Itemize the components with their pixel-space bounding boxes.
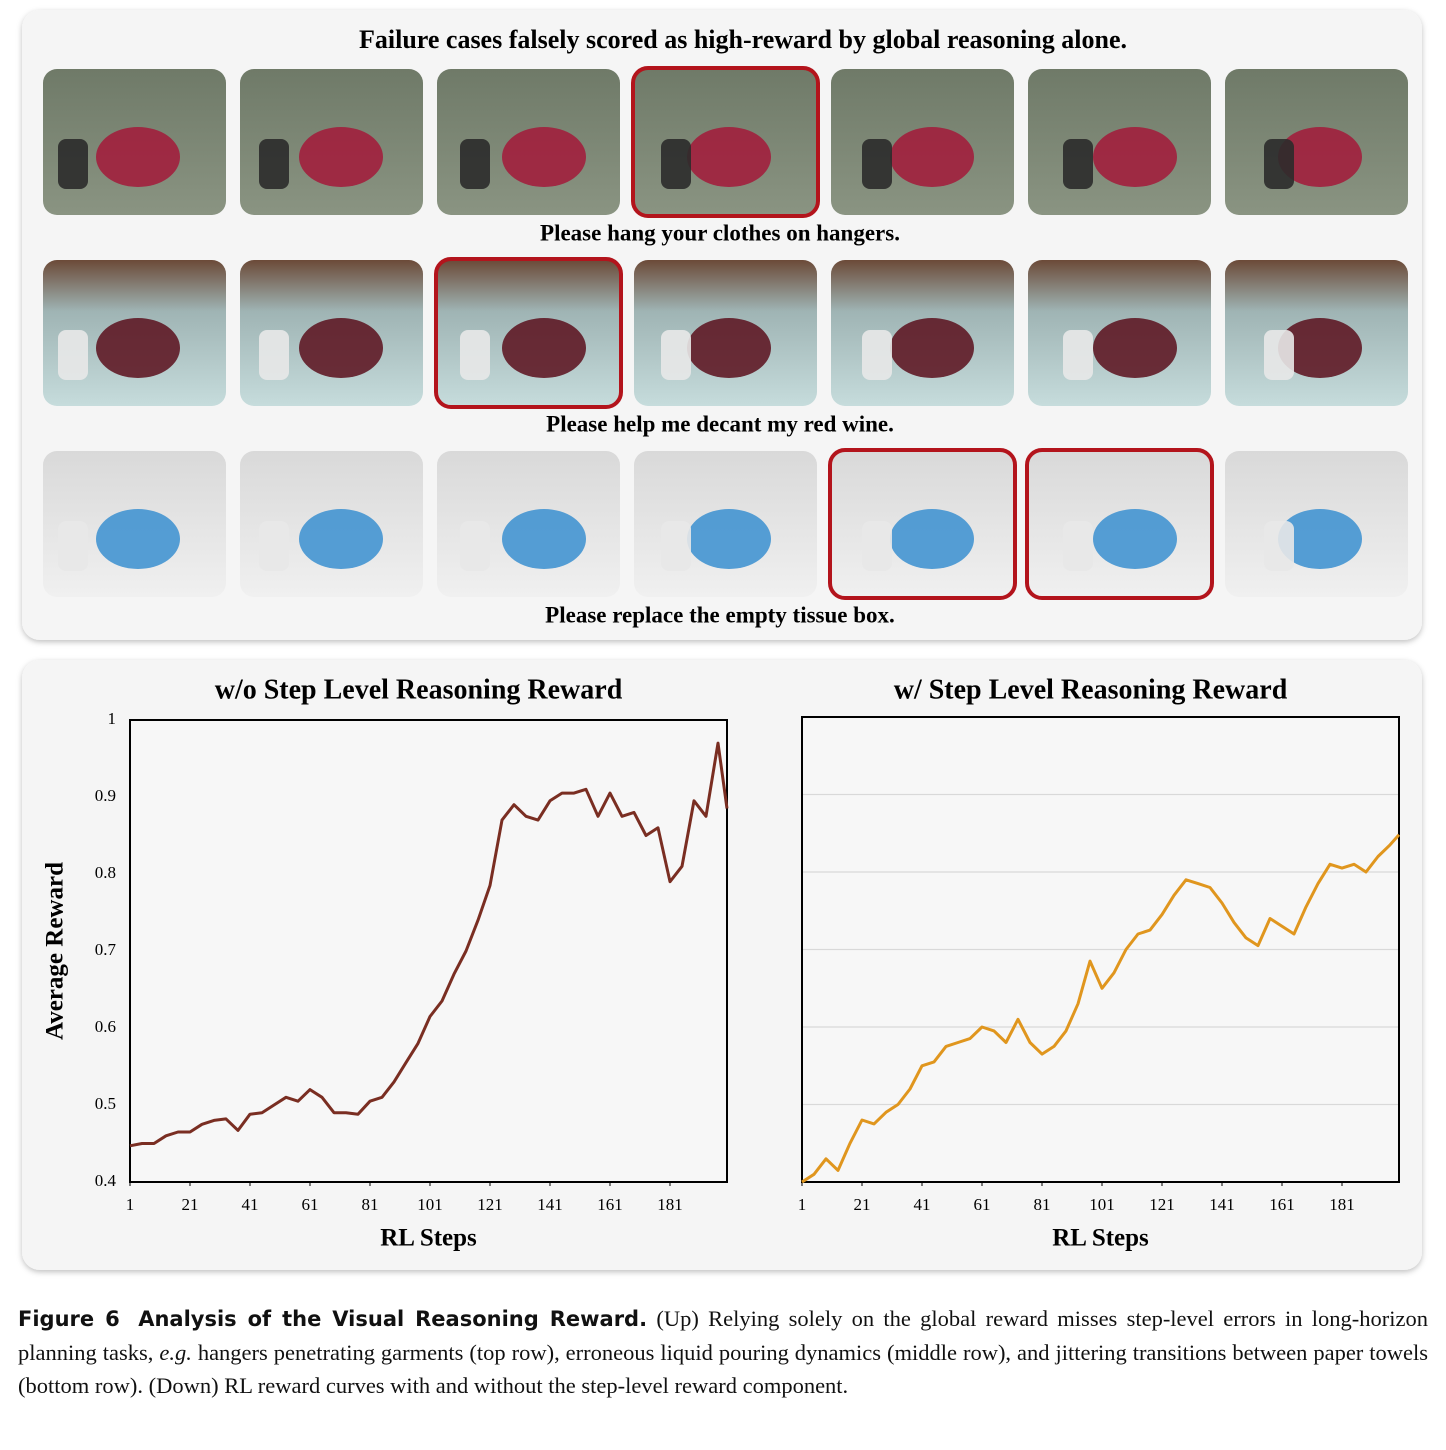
data-line bbox=[801, 833, 1401, 1184]
chart-title: w/o Step Level Reasoning Reward bbox=[215, 674, 623, 705]
frame-robot bbox=[460, 330, 490, 380]
x-tick-label: 121 bbox=[477, 1195, 503, 1214]
x-tick-label: 61 bbox=[302, 1195, 319, 1214]
frame-robot bbox=[58, 521, 88, 571]
caption-label: Figure 6 bbox=[18, 1307, 120, 1331]
y-tick-label: 0.6 bbox=[95, 1017, 116, 1036]
failure-highlight bbox=[828, 448, 1017, 600]
frame-robot bbox=[58, 330, 88, 380]
x-tick-label: 121 bbox=[1149, 1195, 1175, 1214]
x-tick-label: 141 bbox=[1209, 1195, 1235, 1214]
x-axis-title: RL Steps bbox=[380, 1225, 477, 1252]
chart-title: w/ Step Level Reasoning Reward bbox=[894, 674, 1288, 705]
y-tick-label: 0.4 bbox=[95, 1171, 117, 1190]
x-tick-label: 181 bbox=[657, 1195, 683, 1214]
x-tick-label: 141 bbox=[537, 1195, 563, 1214]
figure-caption: Figure 6 Analysis of the Visual Reasonin… bbox=[18, 1302, 1428, 1402]
x-tick-label: 41 bbox=[914, 1195, 931, 1214]
panel-title: Failure cases falsely scored as high-rew… bbox=[359, 25, 1127, 54]
frame-robot bbox=[1264, 521, 1294, 571]
y-axis-title: Average Reward bbox=[42, 862, 69, 1040]
x-tick-label: 81 bbox=[1034, 1195, 1051, 1214]
data-line bbox=[129, 741, 729, 1148]
frame-robot bbox=[661, 139, 691, 189]
y-tick-label: 0.5 bbox=[95, 1094, 116, 1113]
x-tick-label: 161 bbox=[597, 1195, 623, 1214]
frame-object bbox=[299, 127, 383, 187]
failure-highlight bbox=[1025, 448, 1214, 600]
y-tick-label: 0.7 bbox=[95, 940, 117, 959]
frame-robot bbox=[661, 521, 691, 571]
frame-robot bbox=[661, 330, 691, 380]
frame-robot bbox=[460, 139, 490, 189]
frame-robot bbox=[58, 139, 88, 189]
frame-robot bbox=[862, 139, 892, 189]
frame-object bbox=[299, 318, 383, 378]
frame-robot bbox=[259, 521, 289, 571]
frame-robot bbox=[1264, 139, 1294, 189]
x-axis-title: RL Steps bbox=[1052, 1225, 1149, 1252]
x-tick-label: 101 bbox=[417, 1195, 443, 1214]
frame-object bbox=[502, 318, 586, 378]
frame-object bbox=[687, 127, 771, 187]
caption-text: hangers penetrating garments (top row), … bbox=[18, 1340, 1429, 1398]
row-caption: Please replace the empty tissue box. bbox=[545, 602, 895, 627]
figure: Failure cases falsely scored as high-rew… bbox=[22, 10, 1422, 1270]
frame-object bbox=[1278, 127, 1362, 187]
failure-highlight bbox=[434, 257, 623, 409]
frame-robot bbox=[1063, 521, 1093, 571]
y-tick-label: 0.8 bbox=[95, 863, 116, 882]
frame-object bbox=[890, 509, 974, 569]
frame-object bbox=[1278, 318, 1362, 378]
frame-object bbox=[890, 127, 974, 187]
x-tick-label: 21 bbox=[182, 1195, 199, 1214]
row-caption: Please hang your clothes on hangers. bbox=[540, 220, 900, 245]
frame-object bbox=[96, 509, 180, 569]
row-caption: Please help me decant my red wine. bbox=[546, 411, 894, 436]
frame-robot bbox=[1063, 139, 1093, 189]
frame-object bbox=[96, 318, 180, 378]
frame-object bbox=[502, 127, 586, 187]
frame-object bbox=[890, 318, 974, 378]
caption-heading: Analysis of the Visual Reasoning Reward. bbox=[138, 1307, 648, 1331]
frame-robot bbox=[1063, 330, 1093, 380]
y-tick-label: 0.9 bbox=[95, 786, 116, 805]
x-tick-label: 1 bbox=[798, 1195, 807, 1214]
frame-robot bbox=[862, 330, 892, 380]
frame-object bbox=[687, 509, 771, 569]
x-tick-label: 21 bbox=[854, 1195, 871, 1214]
frame-object bbox=[1093, 127, 1177, 187]
plot-area bbox=[130, 720, 727, 1182]
frame-robot bbox=[259, 139, 289, 189]
caption-emphasis: e.g. bbox=[159, 1340, 192, 1365]
frame-object bbox=[1093, 509, 1177, 569]
x-tick-label: 1 bbox=[126, 1195, 135, 1214]
failure-highlight bbox=[631, 66, 820, 218]
frame-object bbox=[1278, 509, 1362, 569]
frame-robot bbox=[259, 330, 289, 380]
x-tick-label: 41 bbox=[242, 1195, 259, 1214]
frame-robot bbox=[862, 521, 892, 571]
frame-robot bbox=[1264, 330, 1294, 380]
y-tick-label: 1 bbox=[108, 709, 117, 728]
frame-object bbox=[502, 509, 586, 569]
frame-robot bbox=[460, 521, 490, 571]
frame-object bbox=[299, 509, 383, 569]
frame-object bbox=[96, 127, 180, 187]
x-tick-label: 81 bbox=[362, 1195, 379, 1214]
plot-frame bbox=[129, 719, 728, 1183]
x-tick-label: 101 bbox=[1089, 1195, 1115, 1214]
frame-object bbox=[1093, 318, 1177, 378]
x-tick-label: 181 bbox=[1329, 1195, 1355, 1214]
x-tick-label: 61 bbox=[974, 1195, 991, 1214]
caption-text: (Up) Relying solely on the global reward… bbox=[18, 1306, 1429, 1365]
x-tick-label: 161 bbox=[1269, 1195, 1295, 1214]
plot-frame bbox=[801, 716, 1400, 1183]
frame-object bbox=[687, 318, 771, 378]
